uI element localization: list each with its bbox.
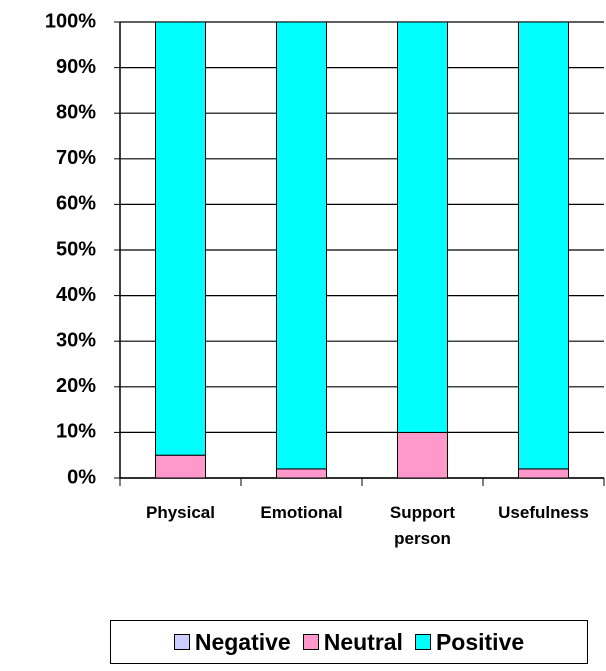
y-tick-label: 0% xyxy=(67,466,96,488)
bar-segment xyxy=(518,468,569,479)
y-tick-label: 10% xyxy=(56,421,96,443)
bar-segment xyxy=(276,468,327,479)
bar-segment xyxy=(397,431,448,479)
x-tick-label: Support person xyxy=(389,503,456,548)
legend-item: Positive xyxy=(414,628,525,656)
legend-swatch xyxy=(173,634,190,650)
x-tick-label: Emotional xyxy=(260,503,343,522)
bar-segment xyxy=(518,21,569,470)
bar-segment xyxy=(397,21,448,433)
y-tick-label: 30% xyxy=(56,329,96,351)
y-tick-label: 70% xyxy=(56,147,96,169)
y-tick-label: 40% xyxy=(56,284,96,306)
legend-label: Neutral xyxy=(323,628,403,655)
bar-segment xyxy=(276,21,327,470)
legend-item: Negative xyxy=(173,628,291,656)
legend-label: Positive xyxy=(435,628,525,655)
legend-swatch xyxy=(302,634,319,650)
bar-segment xyxy=(155,21,206,456)
legend-swatch xyxy=(414,634,431,650)
y-tick-label: 20% xyxy=(56,375,96,397)
bar-segment xyxy=(155,454,206,479)
y-tick-label: 90% xyxy=(56,56,96,78)
legend: Negative Neutral Positive xyxy=(110,620,588,664)
y-tick-label: 60% xyxy=(56,193,96,215)
y-tick-label: 100% xyxy=(45,10,96,32)
x-tick-label: Usefulness xyxy=(498,503,589,522)
y-tick-label: 80% xyxy=(56,101,96,123)
x-tick-label: Physical xyxy=(146,503,215,522)
legend-label: Negative xyxy=(194,628,291,655)
y-tick-label: 50% xyxy=(56,238,96,260)
legend-item: Neutral xyxy=(302,628,403,656)
